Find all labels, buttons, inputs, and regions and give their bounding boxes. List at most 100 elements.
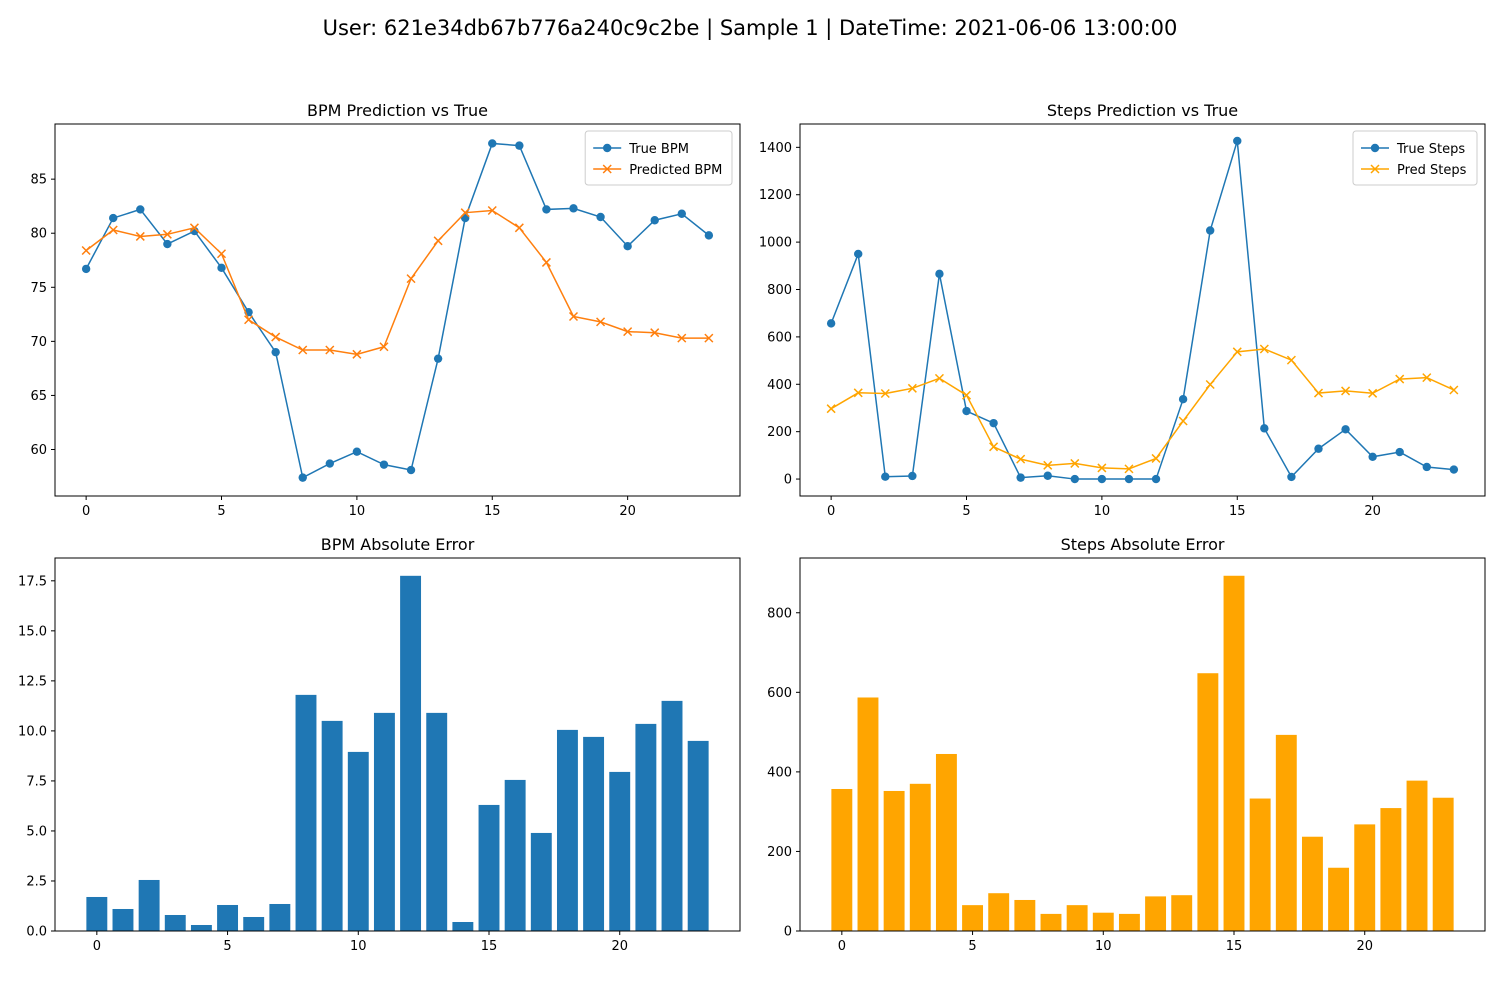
data-point bbox=[1313, 388, 1324, 398]
data-point bbox=[623, 241, 632, 251]
x-tick-label: 0 bbox=[93, 939, 101, 954]
data-point bbox=[136, 205, 145, 214]
data-point bbox=[1287, 472, 1296, 482]
bar bbox=[687, 740, 709, 931]
data-point bbox=[1449, 465, 1459, 474]
data-point bbox=[1151, 474, 1161, 484]
bar bbox=[269, 903, 291, 931]
data-point bbox=[406, 274, 416, 284]
bar bbox=[86, 896, 108, 931]
bar bbox=[138, 879, 160, 931]
bar bbox=[635, 723, 657, 931]
data-point bbox=[704, 231, 714, 240]
data-point bbox=[650, 216, 659, 225]
x-tick-label: 15 bbox=[1229, 504, 1246, 519]
data-point bbox=[109, 213, 118, 223]
data-point bbox=[1043, 471, 1052, 480]
data-point bbox=[1205, 226, 1215, 235]
data-point bbox=[1205, 379, 1215, 390]
y-tick-label: 15.0 bbox=[18, 624, 47, 639]
legend-marker bbox=[603, 143, 612, 153]
bar bbox=[935, 753, 957, 931]
data-point bbox=[1259, 344, 1269, 354]
data-point bbox=[1233, 136, 1242, 146]
data-point bbox=[1124, 464, 1134, 474]
bar bbox=[1432, 797, 1454, 931]
data-point bbox=[541, 257, 551, 267]
legend-label: Pred Steps bbox=[1397, 163, 1467, 178]
data-point bbox=[934, 373, 944, 383]
y-tick-label: 200 bbox=[767, 425, 792, 440]
y-tick-label: 65 bbox=[30, 389, 47, 404]
data-point bbox=[515, 141, 524, 150]
data-point bbox=[935, 269, 944, 279]
data-point bbox=[1232, 347, 1242, 357]
x-tick-label: 0 bbox=[838, 939, 846, 954]
data-point bbox=[488, 139, 497, 148]
bar bbox=[295, 694, 317, 931]
data-point bbox=[568, 311, 579, 322]
legend: True BPM Predicted BPM bbox=[584, 130, 733, 186]
axes-frame bbox=[54, 123, 741, 497]
data-point bbox=[352, 349, 362, 359]
y-tick-label: 800 bbox=[767, 606, 792, 621]
bar bbox=[373, 712, 395, 931]
y-tick-label: 85 bbox=[30, 173, 47, 188]
x-tick-label: 20 bbox=[611, 939, 628, 954]
data-point bbox=[596, 212, 605, 222]
y-tick-label: 70 bbox=[30, 335, 47, 350]
data-point bbox=[1422, 462, 1431, 472]
series-line bbox=[85, 142, 710, 479]
data-point bbox=[81, 264, 91, 274]
data-point bbox=[1422, 373, 1432, 383]
bar bbox=[1040, 913, 1062, 931]
bar bbox=[530, 832, 552, 931]
data-point bbox=[1016, 473, 1025, 482]
bar bbox=[583, 736, 605, 931]
x-tick-label: 10 bbox=[349, 504, 366, 519]
data-point bbox=[433, 236, 443, 246]
data-point bbox=[1097, 474, 1107, 484]
y-tick-label: 60 bbox=[30, 443, 47, 458]
y-tick-label: 0 bbox=[784, 925, 792, 940]
data-point bbox=[514, 223, 524, 233]
data-point bbox=[162, 229, 172, 239]
bar bbox=[164, 914, 186, 931]
x-tick-label: 15 bbox=[481, 939, 498, 954]
data-point bbox=[677, 209, 686, 218]
y-tick-label: 1000 bbox=[759, 236, 792, 251]
data-point bbox=[1070, 474, 1080, 484]
data-point bbox=[1368, 388, 1378, 398]
data-point bbox=[406, 465, 416, 475]
data-point bbox=[81, 245, 91, 256]
data-point bbox=[1449, 385, 1459, 395]
y-tick-label: 2.5 bbox=[26, 874, 47, 889]
legend-frame bbox=[584, 130, 733, 186]
bar bbox=[1092, 912, 1114, 931]
bar bbox=[400, 575, 422, 931]
x-tick-label: 20 bbox=[619, 504, 636, 519]
bar bbox=[347, 751, 369, 931]
bar bbox=[1145, 896, 1167, 931]
bar bbox=[1118, 913, 1140, 931]
chart-title: BPM Absolute Error bbox=[321, 535, 475, 554]
bar bbox=[452, 921, 474, 931]
data-point bbox=[962, 406, 971, 416]
data-point bbox=[854, 249, 863, 259]
bar bbox=[1301, 836, 1323, 931]
bar bbox=[243, 916, 265, 931]
data-point bbox=[217, 263, 226, 273]
data-point bbox=[271, 347, 280, 357]
legend-label: Predicted BPM bbox=[629, 163, 722, 178]
bar bbox=[504, 779, 526, 931]
bar bbox=[1406, 780, 1428, 931]
x-tick-label: 5 bbox=[968, 939, 976, 954]
bar bbox=[831, 788, 853, 931]
bar bbox=[426, 712, 448, 931]
data-point bbox=[1395, 374, 1405, 384]
x-tick-label: 20 bbox=[1356, 939, 1373, 954]
x-tick-label: 10 bbox=[350, 939, 367, 954]
axes-frame bbox=[54, 557, 741, 932]
data-point bbox=[244, 315, 254, 325]
